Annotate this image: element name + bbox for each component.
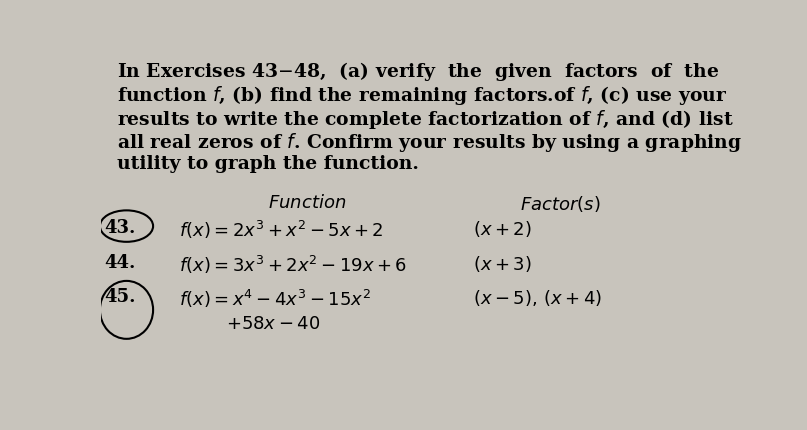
Text: $(x + 2)$: $(x + 2)$ (473, 219, 532, 239)
Text: $(x + 3)$: $(x + 3)$ (473, 254, 532, 273)
Text: $f(x) = 2x^3 + x^2 - 5x + 2$: $f(x) = 2x^3 + x^2 - 5x + 2$ (179, 219, 384, 241)
Text: 43.: 43. (104, 219, 136, 237)
Text: $(x - 5),\, (x + 4)$: $(x - 5),\, (x + 4)$ (473, 289, 602, 308)
Text: $\mathit{Factor(s)}$: $\mathit{Factor(s)}$ (521, 194, 601, 214)
Text: $\mathit{Function}$: $\mathit{Function}$ (268, 194, 346, 212)
Text: $f(x) = x^4 - 4x^3 - 15x^2$: $f(x) = x^4 - 4x^3 - 15x^2$ (179, 289, 371, 310)
Text: In Exercises 43$-$48,  (a) verify  the  given  factors  of  the: In Exercises 43$-$48, (a) verify the giv… (116, 60, 719, 83)
Text: all real zeros of $f$. Confirm your results by using a graphing: all real zeros of $f$. Confirm your resu… (116, 132, 742, 154)
Text: $+ 58x - 40$: $+ 58x - 40$ (226, 316, 320, 334)
Text: 45.: 45. (104, 289, 136, 306)
Text: function $f$, (b) find the remaining factors.of $f$, (c) use your: function $f$, (b) find the remaining fac… (116, 84, 727, 107)
Text: 44.: 44. (104, 254, 136, 272)
Text: utility to graph the function.: utility to graph the function. (116, 155, 418, 173)
Text: results to write the complete factorization of $f$, and (d) list: results to write the complete factorizat… (116, 108, 733, 131)
Text: $f(x) = 3x^3 + 2x^2 - 19x + 6$: $f(x) = 3x^3 + 2x^2 - 19x + 6$ (179, 254, 408, 276)
